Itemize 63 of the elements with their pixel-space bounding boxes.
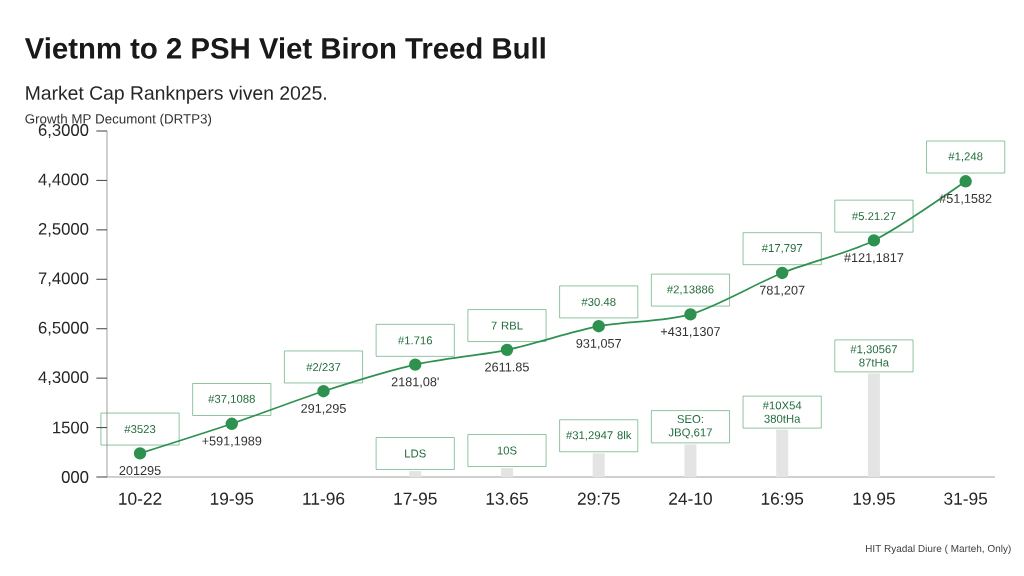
point (225, 417, 238, 430)
bar (409, 471, 422, 477)
annotation: +431,1307 (660, 327, 720, 338)
point (500, 343, 514, 357)
annotation: #37,1088 (208, 394, 255, 405)
annotation: #1,248 (948, 152, 983, 162)
annotation: #2/237 (306, 362, 341, 372)
text: 2,5000 (38, 222, 89, 237)
text: HIT Ryadal Diure ( Marteh, Only) (865, 544, 1011, 554)
annotation: #31,2947 8lk (565, 430, 632, 441)
bar (776, 429, 789, 477)
x-tick-label: 11-96 (303, 492, 345, 505)
annotation: 2611.85 (485, 362, 529, 372)
x-tick-label: 19-95 (210, 492, 254, 505)
text: 4,3000 (38, 371, 89, 386)
x-tick-label: 19.95 (853, 492, 895, 505)
annotation: 931,057 (576, 338, 621, 350)
point (959, 175, 972, 188)
point (867, 234, 881, 247)
chart-title: Vietnm to 2 PSH Viet Biron Treed Bull (24, 37, 545, 59)
bar (592, 453, 605, 477)
x-tick-label: 17-95 (394, 492, 437, 505)
bar (500, 468, 513, 477)
annotation: #17,797 (761, 244, 803, 254)
text: 1500 (53, 421, 89, 434)
text: 4,4000 (38, 173, 89, 188)
point (133, 447, 147, 460)
annotation: 10S (497, 446, 517, 455)
point (409, 358, 422, 371)
bar (684, 444, 697, 477)
chart-subtitle: Market Cap Ranknpers viven 2025. (26, 85, 326, 104)
annotation: 201295 (119, 466, 161, 476)
annotation: +591,1989 (202, 436, 262, 447)
x-tick-label: 31-95 (944, 492, 988, 505)
text: 000 (61, 471, 89, 483)
text: 7,4000 (38, 272, 89, 287)
x-tick-label: 16:95 (761, 492, 804, 505)
annotation: #51,1582 (939, 193, 992, 205)
annotation: 781,207 (759, 285, 805, 297)
annotation: #2,13886 (666, 285, 714, 295)
bar (867, 373, 880, 477)
annotation: #30.48 (581, 297, 616, 306)
annotation: #1,30567 87tHa (850, 345, 897, 367)
annotation: #10X54 380tHa (762, 401, 802, 423)
annotation: 2181,08' (391, 377, 439, 388)
annotation: SEO: JBQ,617 (668, 415, 712, 439)
point (592, 319, 605, 333)
point (317, 385, 330, 398)
annotation: #5.21.27 (851, 212, 896, 221)
x-tick-label: 24-10 (669, 492, 712, 505)
x-tick-label: 10-22 (119, 492, 162, 505)
annotation: #3523 (124, 425, 156, 434)
annotation: 7 RBL (491, 321, 523, 330)
annotation: 291,295 (301, 403, 346, 415)
point (684, 308, 697, 321)
annotation: #121,1817 (844, 253, 904, 264)
x-tick-label: 13.65 (486, 492, 528, 505)
text: 6,5000 (38, 321, 89, 336)
x-tick-label: 29:75 (577, 492, 620, 505)
annotation: #1.716 (397, 336, 433, 345)
text: 6,3000 (38, 124, 89, 138)
annotation: LDS (405, 449, 426, 458)
point (775, 266, 789, 280)
